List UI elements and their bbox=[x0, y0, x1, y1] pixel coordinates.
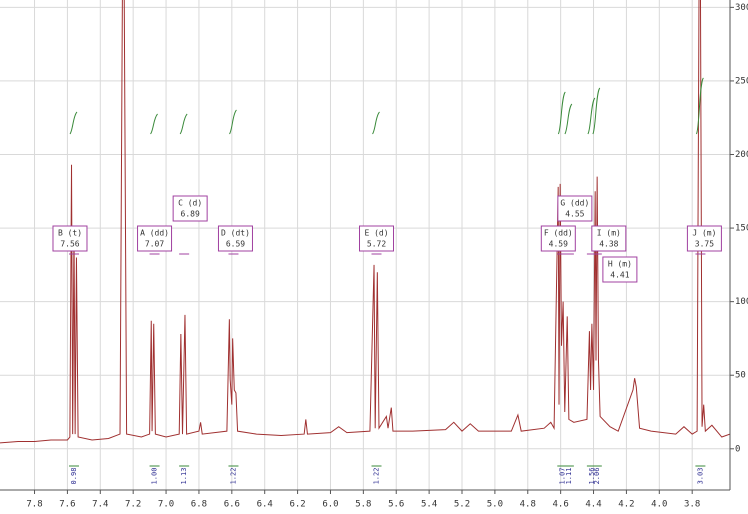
integral-curve bbox=[592, 87, 601, 135]
x-tick-label: 4.2 bbox=[618, 500, 634, 510]
integral-label: 1.11 bbox=[565, 468, 573, 485]
multiplet-name: D (dt) bbox=[221, 229, 250, 238]
integral-label: 1.13 bbox=[180, 468, 188, 485]
multiplet-box bbox=[359, 225, 395, 252]
x-tick-label: 7.0 bbox=[158, 500, 174, 510]
integral-label: 1.22 bbox=[229, 468, 237, 485]
integral-label: 1.07 bbox=[558, 468, 566, 485]
x-tick-label: 6.8 bbox=[191, 500, 207, 510]
x-tick-label: 6.4 bbox=[257, 500, 273, 510]
integral-label: 1.00 bbox=[151, 468, 159, 485]
y-tick-label: 250 bbox=[735, 76, 748, 86]
x-tick-label: 5.8 bbox=[355, 500, 371, 510]
integral-curve bbox=[150, 113, 158, 135]
integral-label: 1.22 bbox=[373, 468, 381, 485]
multiplet-name: I (m) bbox=[597, 229, 621, 238]
integral-label: 0.98 bbox=[70, 468, 78, 485]
spectrum-line bbox=[0, 0, 730, 444]
integral-label: 3.03 bbox=[696, 468, 704, 485]
integral-curve bbox=[179, 113, 188, 135]
x-tick-label: 7.2 bbox=[125, 500, 141, 510]
multiplet-shift: 5.72 bbox=[367, 240, 386, 249]
multiplet-name: J (m) bbox=[692, 229, 716, 238]
multiplet-box bbox=[217, 225, 253, 252]
plot bbox=[0, 0, 730, 444]
multiplet-name: C (d) bbox=[178, 199, 202, 208]
integral-curve bbox=[557, 91, 566, 135]
x-tick-label: 5.0 bbox=[487, 500, 503, 510]
y-tick-label: 200 bbox=[735, 150, 748, 160]
x-tick-label: 6.2 bbox=[289, 500, 305, 510]
multiplet-box bbox=[172, 195, 208, 222]
annotations: B (t) 7.56 0.98 A (dd) 7.07 1.00 C (d) 6.89 1.13… bbox=[52, 77, 722, 485]
x-tick-label: 7.6 bbox=[59, 500, 75, 510]
x-tick-label: 4.0 bbox=[651, 500, 667, 510]
integral-curve bbox=[587, 97, 596, 135]
multiplet-box bbox=[591, 225, 627, 252]
integral-curve bbox=[564, 103, 573, 135]
multiplet-shift: 7.56 bbox=[60, 240, 79, 249]
x-tick-label: 4.4 bbox=[585, 500, 601, 510]
integral-curve bbox=[69, 111, 78, 135]
integral-curve bbox=[695, 77, 704, 135]
integral-label: 1.56 bbox=[588, 468, 596, 485]
multiplet-box bbox=[557, 195, 593, 222]
multiplet-shift: 4.38 bbox=[599, 240, 618, 249]
x-tick-label: 7.4 bbox=[92, 500, 108, 510]
multiplet-box bbox=[686, 225, 722, 252]
x-tick-label: 4.8 bbox=[520, 500, 536, 510]
multiplet-box bbox=[602, 256, 638, 283]
x-tick-label: 5.4 bbox=[421, 500, 437, 510]
multiplet-shift: 4.59 bbox=[549, 240, 568, 249]
multiplet-name: F (dd) bbox=[544, 229, 573, 238]
x-tick-label: 6.0 bbox=[322, 500, 338, 510]
multiplet-shift: 7.07 bbox=[145, 240, 164, 249]
multiplet-box bbox=[540, 225, 576, 252]
x-tick-label: 7.8 bbox=[26, 500, 42, 510]
x-tick-label: 5.6 bbox=[388, 500, 404, 510]
multiplet-name: E (d) bbox=[364, 229, 388, 238]
multiplet-box bbox=[137, 225, 173, 252]
y-tick-label: 0 bbox=[735, 444, 740, 454]
multiplet-shift: 4.55 bbox=[565, 210, 584, 219]
x-tick-label: 5.2 bbox=[454, 500, 470, 510]
multiplet-name: A (dd) bbox=[140, 229, 169, 238]
integral-curve bbox=[372, 111, 380, 135]
integral-curve bbox=[229, 109, 237, 135]
x-tick-label: 6.6 bbox=[224, 500, 240, 510]
multiplet-box bbox=[52, 225, 88, 252]
x-tick-label: 3.8 bbox=[684, 500, 700, 510]
multiplet-shift: 6.59 bbox=[226, 240, 245, 249]
y-tick-label: 300 bbox=[735, 3, 748, 13]
y-tick-label: 100 bbox=[735, 297, 748, 307]
multiplet-name: G (dd) bbox=[560, 199, 589, 208]
x-tick-label: 4.6 bbox=[553, 500, 569, 510]
y-tick-label: 50 bbox=[735, 371, 746, 381]
multiplet-shift: 4.41 bbox=[610, 271, 629, 280]
multiplet-shift: 6.89 bbox=[181, 210, 200, 219]
multiplet-shift: 3.75 bbox=[695, 240, 714, 249]
integral-label: 2.06 bbox=[593, 468, 601, 485]
multiplet-name: H (m) bbox=[608, 260, 632, 269]
multiplet-name: B (t) bbox=[58, 229, 82, 238]
y-tick-label: 150 bbox=[735, 224, 748, 234]
